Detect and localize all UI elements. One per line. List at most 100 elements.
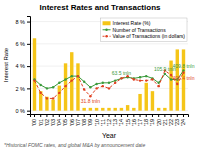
y-tick: 6 %	[16, 41, 30, 47]
y-tick: 4 %	[16, 63, 30, 69]
marker	[114, 79, 116, 81]
line	[35, 71, 184, 99]
x-tick-mark	[164, 114, 165, 117]
bar	[51, 100, 54, 111]
x-tick-label: '00	[31, 119, 37, 126]
marker	[157, 85, 159, 87]
y-tick: 8 %	[16, 19, 30, 25]
y-tick-mark	[27, 88, 30, 89]
legend-marker	[105, 29, 107, 31]
marker	[102, 82, 104, 84]
x-axis-line	[31, 115, 189, 118]
x-tick-mark	[158, 114, 159, 117]
marker	[58, 82, 60, 84]
x-tick: '17	[137, 114, 143, 126]
y-tick-mark	[27, 44, 30, 45]
y-tick-label: 2 %	[16, 86, 26, 92]
legend-label: Value of Transactions (in dollars)	[113, 33, 186, 39]
x-tick-mark	[127, 114, 128, 117]
bar	[82, 108, 85, 111]
legend-entry: Number of Transactions	[103, 27, 167, 33]
marker	[182, 72, 184, 74]
y-tick-label: 4 %	[16, 63, 26, 69]
marker	[139, 76, 141, 78]
legend-swatch	[103, 36, 111, 37]
x-tick: '03	[50, 114, 56, 126]
marker	[83, 88, 85, 90]
x-tick-mark	[77, 114, 78, 117]
bar	[107, 108, 110, 111]
x-tick-mark	[34, 114, 35, 117]
x-tick: '15	[125, 114, 131, 126]
x-tick: '21	[162, 114, 168, 126]
x-tick-mark	[177, 114, 178, 117]
x-tick-label: '02	[44, 119, 50, 126]
legend-box	[101, 18, 187, 42]
bar	[95, 108, 98, 111]
bar	[151, 91, 154, 110]
x-tick-label: '22	[168, 119, 174, 126]
bar	[126, 105, 129, 111]
annotation: 406.4 tnln	[173, 75, 195, 81]
x-tick-mark	[109, 114, 110, 117]
bar	[163, 108, 166, 111]
bar	[157, 108, 160, 111]
marker	[133, 78, 135, 80]
marker	[114, 82, 116, 84]
y-tick-mark	[27, 66, 30, 67]
annotations: 31.8 tnln63.5 tnln105.9 tnln409.8 tnln40…	[81, 63, 195, 105]
y-tick: 0 %	[16, 108, 30, 114]
x-tick-mark	[102, 114, 103, 117]
marker	[182, 69, 184, 71]
bar	[120, 108, 123, 111]
y-axis-title: Interest Rate	[3, 47, 9, 82]
legend-swatch	[103, 21, 111, 25]
bar	[114, 108, 117, 111]
marker	[176, 83, 178, 85]
x-tick: '23	[174, 114, 180, 126]
legend-swatch	[103, 29, 111, 30]
x-tick-mark	[121, 114, 122, 117]
x-axis-title: Year	[102, 132, 117, 139]
x-tick-label: '18	[143, 119, 149, 126]
x-tick-label: '11	[100, 119, 106, 126]
line-series	[33, 69, 184, 99]
x-tick: '22	[168, 114, 174, 126]
x-tick-mark	[90, 114, 91, 117]
x-tick-mark	[115, 114, 116, 117]
y-axis: 0 % 2 % 4 % 6 % 8 %	[16, 17, 31, 115]
x-tick-label: '04	[56, 119, 62, 126]
y-tick-label: 0 %	[16, 108, 26, 114]
x-tick-mark	[40, 114, 41, 117]
x-tick-label: '16	[131, 119, 137, 126]
bar	[101, 108, 104, 111]
bar	[138, 94, 141, 111]
legend-label: Interest Rate (%)	[113, 20, 151, 26]
bar	[33, 38, 36, 110]
x-tick-mark	[146, 114, 147, 117]
x-tick-mark	[140, 114, 141, 117]
x-tick: '20	[156, 114, 162, 126]
marker	[52, 86, 54, 88]
x-tick-mark	[152, 114, 153, 117]
x-tick-label: '15	[125, 119, 131, 126]
bar	[145, 83, 148, 111]
legend-entry: Interest Rate (%)	[103, 20, 151, 26]
marker	[64, 78, 66, 80]
x-tick: '05	[62, 114, 68, 126]
x-tick-mark	[171, 114, 172, 117]
marker	[71, 75, 73, 77]
x-tick: '07	[75, 114, 81, 126]
title: Interest Rates and Transactions	[40, 3, 161, 12]
x-tick-label: '24	[180, 119, 186, 126]
x-tick-mark	[59, 114, 60, 117]
marker	[157, 82, 159, 84]
marker	[108, 87, 110, 89]
x-tick: '01	[38, 114, 44, 126]
bar-series	[33, 38, 185, 110]
annotation: 31.8 tnln	[81, 98, 100, 104]
y-tick-mark	[27, 111, 30, 112]
x-tick: '14	[118, 114, 124, 126]
marker	[52, 97, 54, 99]
bar	[89, 108, 92, 111]
